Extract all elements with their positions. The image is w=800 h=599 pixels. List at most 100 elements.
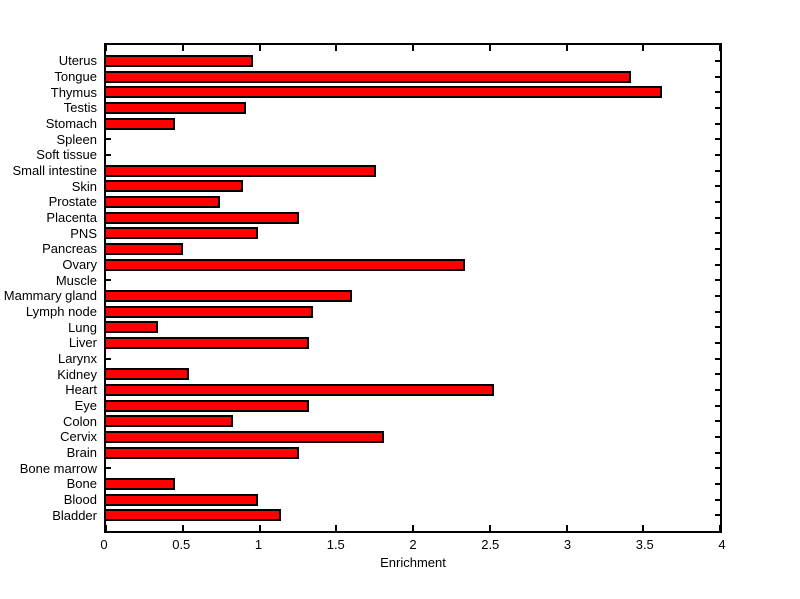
- bar-row: [106, 257, 720, 273]
- x-tick-mark-top: [412, 45, 414, 51]
- x-tick-mark-bottom: [642, 525, 645, 531]
- y-tick-label: Bladder: [52, 507, 97, 523]
- x-tick-mark-top: [488, 45, 491, 51]
- bar-row: [106, 210, 720, 226]
- y-tick-mark-right: [715, 373, 720, 376]
- bar: [106, 258, 466, 271]
- y-tick-mark-left: [106, 467, 111, 470]
- x-tick-mark-top: [719, 45, 721, 51]
- bar-row: [106, 225, 720, 241]
- y-tick-label: Lung: [68, 319, 97, 335]
- y-tick-label: Eye: [74, 398, 97, 414]
- x-tick-mark-top: [105, 45, 107, 51]
- x-tick-mark-bottom: [335, 525, 338, 531]
- y-tick-mark-right: [715, 435, 720, 438]
- y-tick-mark-right: [715, 388, 720, 391]
- x-tick-mark-bottom: [181, 525, 184, 531]
- y-tick-label: Uterus: [58, 53, 97, 69]
- bar: [106, 180, 243, 193]
- y-tick-mark-right: [715, 279, 720, 282]
- y-tick-label: Tongue: [54, 69, 97, 84]
- y-tick-label: Cervix: [60, 429, 97, 445]
- y-tick-mark-right: [715, 216, 720, 219]
- x-tick-label: 3: [563, 537, 572, 552]
- y-tick-mark-right: [715, 138, 720, 141]
- x-tick-mark-bottom: [488, 525, 491, 531]
- y-tick-label: Placenta: [46, 210, 97, 226]
- y-tick-label: Testis: [63, 100, 97, 116]
- bar-row: [106, 351, 720, 367]
- bar-row: [106, 476, 720, 492]
- y-tick-label: Lymph node: [25, 304, 97, 320]
- y-tick-label: Colon: [63, 413, 97, 429]
- y-tick-mark-right: [715, 420, 720, 423]
- y-tick-mark-right: [715, 514, 720, 517]
- bar: [106, 211, 300, 224]
- bar: [106, 446, 300, 459]
- y-tick-label: Mammary gland: [3, 288, 97, 304]
- y-tick-mark-right: [715, 75, 720, 78]
- y-tick-label: Larynx: [57, 351, 97, 367]
- y-tick-label: Bone: [66, 476, 97, 492]
- x-tick-label: 0: [100, 537, 108, 552]
- bar-row: [106, 147, 720, 163]
- bar: [106, 289, 352, 302]
- bar: [106, 70, 631, 83]
- plot-area: [104, 43, 722, 533]
- y-tick-label: Skin: [71, 178, 97, 194]
- bar-row: [106, 304, 720, 320]
- x-tick-mark-top: [181, 45, 184, 51]
- bar-row: [106, 335, 720, 351]
- bar: [106, 415, 234, 428]
- y-tick-label: Ovary: [62, 257, 97, 273]
- y-tick-mark-left: [106, 153, 111, 156]
- y-tick-mark-right: [715, 153, 720, 156]
- y-tick-label: Soft tissue: [36, 147, 97, 163]
- bar-row: [106, 69, 720, 85]
- x-tick-mark-top: [642, 45, 645, 51]
- x-tick-label: 1: [254, 537, 263, 552]
- bar-row: [106, 288, 720, 304]
- x-tick-label: 2.5: [481, 537, 500, 552]
- bar-row: [106, 241, 720, 257]
- y-tick-mark-right: [715, 122, 720, 125]
- y-tick-mark-right: [715, 498, 720, 501]
- x-tick-label: 2: [409, 537, 417, 552]
- y-tick-mark-right: [715, 357, 720, 360]
- y-tick-mark-right: [715, 247, 720, 250]
- x-tick-mark-bottom: [412, 525, 414, 531]
- bar-row: [106, 194, 720, 210]
- bar: [106, 383, 495, 396]
- y-tick-mark-right: [715, 200, 720, 203]
- y-tick-mark-right: [715, 326, 720, 329]
- bar: [106, 101, 246, 114]
- x-tick-mark-bottom: [105, 525, 107, 531]
- bar: [106, 195, 220, 208]
- x-tick-mark-top: [565, 45, 568, 51]
- y-tick-mark-right: [715, 467, 720, 470]
- x-tick-label: 3.5: [635, 537, 654, 552]
- x-tick-mark-bottom: [719, 525, 721, 531]
- bar: [106, 336, 309, 349]
- y-tick-mark-right: [715, 294, 720, 297]
- y-tick-label: Muscle: [55, 272, 97, 288]
- y-tick-mark-right: [715, 91, 720, 94]
- y-tick-mark-right: [715, 59, 720, 62]
- y-tick-label: Pancreas: [42, 241, 97, 257]
- y-tick-label: PNS: [70, 225, 97, 241]
- bar-row: [106, 116, 720, 132]
- bar: [106, 493, 258, 506]
- y-tick-label: Small intestine: [12, 163, 97, 179]
- bar-row: [106, 445, 720, 461]
- y-axis-tick-labels: Uterus Tongue Thymus Testis Stomach Spleen Sof…: [0, 45, 97, 531]
- y-tick-mark-right: [715, 482, 720, 485]
- bar-row: [106, 178, 720, 194]
- y-tick-mark-left: [106, 138, 111, 141]
- x-tick-label: 0.5: [172, 537, 191, 552]
- y-tick-mark-right: [715, 185, 720, 188]
- y-tick-label: Heart: [65, 382, 97, 398]
- bar: [106, 54, 254, 67]
- bar-rows: [106, 45, 720, 531]
- bar: [106, 164, 377, 177]
